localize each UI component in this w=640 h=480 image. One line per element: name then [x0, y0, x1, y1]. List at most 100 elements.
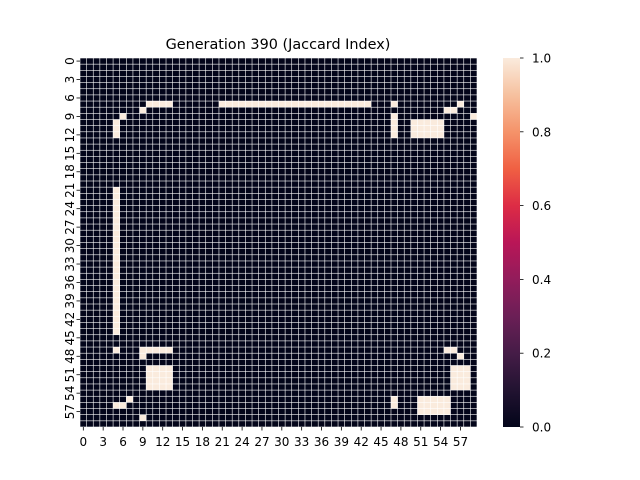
heatmap-cell — [106, 58, 113, 64]
heatmap-cell — [371, 76, 378, 83]
heatmap-cell — [417, 193, 424, 200]
heatmap-cell — [199, 169, 206, 175]
heatmap-cell — [245, 89, 252, 95]
heatmap-cell — [364, 310, 371, 316]
heatmap-cell — [265, 267, 272, 273]
heatmap-cell — [358, 181, 365, 187]
heatmap-cell — [331, 76, 338, 83]
heatmap-cell — [245, 378, 252, 384]
heatmap-cell — [206, 316, 213, 323]
heatmap-cell — [292, 101, 299, 107]
heatmap-cell — [285, 230, 292, 237]
heatmap-cell — [384, 322, 391, 329]
heatmap-cell — [245, 292, 252, 298]
heatmap-cell — [470, 378, 477, 384]
heatmap-cell — [397, 212, 404, 218]
heatmap-cell — [298, 279, 305, 286]
heatmap-cell — [265, 248, 272, 255]
heatmap-cell — [278, 273, 285, 280]
heatmap-cell — [378, 384, 385, 390]
heatmap-cell — [139, 415, 146, 421]
heatmap-cell — [245, 335, 252, 341]
heatmap-cell — [113, 162, 120, 169]
heatmap-cell — [298, 347, 305, 353]
heatmap-cell — [258, 144, 265, 150]
heatmap-cell — [437, 64, 444, 70]
heatmap-cell — [464, 95, 471, 101]
heatmap-cell — [344, 384, 351, 390]
heatmap-cell — [120, 70, 127, 77]
heatmap-cell — [172, 156, 179, 163]
heatmap-cell — [318, 359, 325, 366]
heatmap-cell — [378, 353, 385, 360]
heatmap-cell — [424, 316, 431, 323]
heatmap-cell — [212, 76, 219, 83]
heatmap-cell — [219, 285, 226, 292]
heatmap-cell — [265, 89, 272, 95]
heatmap-cell — [126, 107, 133, 114]
heatmap-cell — [225, 390, 232, 396]
heatmap-cell — [252, 187, 259, 193]
heatmap-cell — [199, 132, 206, 138]
heatmap-cell — [252, 353, 259, 360]
heatmap-cell — [311, 279, 318, 286]
heatmap-cell — [424, 279, 431, 286]
heatmap-cell — [404, 119, 411, 126]
heatmap-cell — [192, 224, 199, 230]
heatmap-cell — [272, 144, 279, 150]
heatmap-cell — [120, 218, 127, 224]
heatmap-cell — [331, 316, 338, 323]
heatmap-cell — [444, 58, 451, 64]
heatmap-cell — [397, 107, 404, 114]
heatmap-cell — [325, 285, 332, 292]
heatmap-cell — [258, 267, 265, 273]
heatmap-cell — [139, 248, 146, 255]
heatmap-cell — [292, 261, 299, 267]
heatmap-cell — [450, 408, 457, 415]
heatmap-cell — [159, 273, 166, 280]
heatmap-cell — [318, 107, 325, 114]
heatmap-cell — [258, 205, 265, 212]
heatmap-cell — [305, 101, 312, 107]
heatmap-cell — [298, 255, 305, 261]
heatmap-cell — [139, 371, 146, 378]
heatmap-cell — [404, 341, 411, 347]
heatmap-cell — [371, 101, 378, 107]
heatmap-cell — [464, 224, 471, 230]
heatmap-cell — [120, 169, 127, 175]
heatmap-cell — [325, 408, 332, 415]
heatmap-cell — [272, 347, 279, 353]
heatmap-cell — [192, 70, 199, 77]
heatmap-cell — [239, 187, 246, 193]
heatmap-cell — [206, 101, 213, 107]
heatmap-cell — [106, 390, 113, 396]
heatmap-cell — [378, 378, 385, 384]
heatmap-cell — [292, 156, 299, 163]
heatmap-cell — [153, 353, 160, 360]
heatmap-cell — [232, 113, 239, 120]
heatmap-cell — [325, 138, 332, 144]
heatmap-cell — [358, 273, 365, 280]
heatmap-cell — [258, 273, 265, 280]
heatmap-cell — [417, 316, 424, 323]
heatmap-cell — [298, 58, 305, 64]
heatmap-cell — [470, 82, 477, 89]
heatmap-cell — [371, 267, 378, 273]
heatmap-cell — [378, 359, 385, 366]
heatmap-cell — [404, 107, 411, 114]
heatmap-cell — [186, 378, 193, 384]
heatmap-cell — [311, 304, 318, 310]
heatmap-cell — [318, 113, 325, 120]
heatmap-cell — [371, 193, 378, 200]
heatmap-cell — [378, 230, 385, 237]
heatmap-cell — [172, 76, 179, 83]
heatmap-cell — [100, 415, 107, 421]
heatmap-cell — [166, 119, 173, 126]
heatmap-cell — [86, 378, 93, 384]
heatmap-cell — [305, 212, 312, 218]
heatmap-cell — [120, 212, 127, 218]
heatmap-cell — [444, 316, 451, 323]
heatmap-cell — [172, 273, 179, 280]
heatmap-cell — [457, 341, 464, 347]
heatmap-cell — [464, 64, 471, 70]
